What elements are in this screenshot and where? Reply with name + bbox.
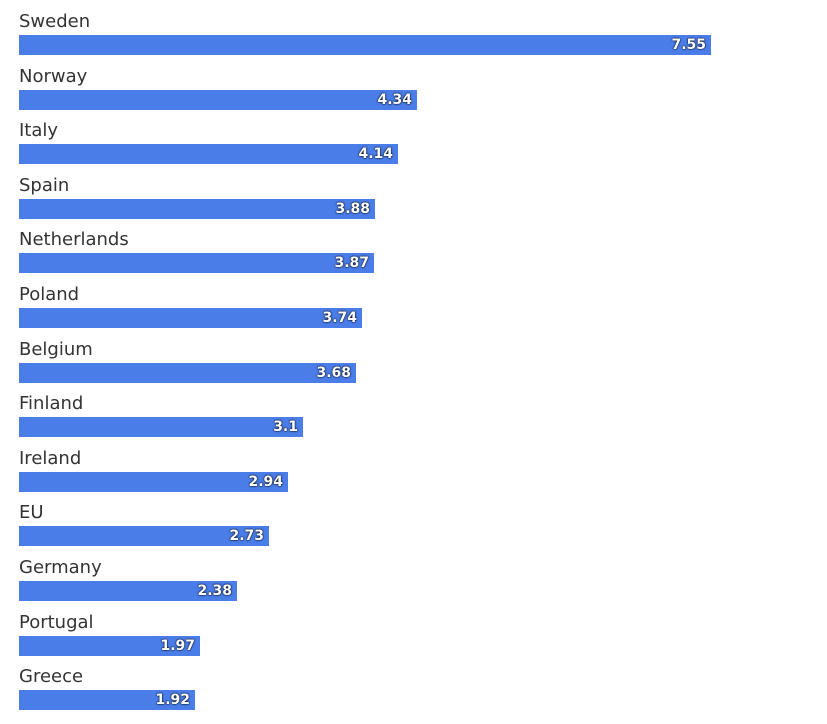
data-label: 3.1 bbox=[273, 419, 298, 436]
category-label: Ireland bbox=[19, 447, 82, 469]
bar: 7.55 bbox=[19, 35, 711, 55]
category-label: Greece bbox=[19, 666, 84, 688]
category-label: Portugal bbox=[19, 611, 94, 633]
data-label: 3.68 bbox=[316, 364, 351, 381]
category-label: EU bbox=[19, 502, 44, 524]
bar: 1.97 bbox=[19, 635, 200, 656]
category-label: Finland bbox=[19, 393, 84, 415]
data-label: 2.73 bbox=[229, 528, 264, 545]
bar: 4.14 bbox=[19, 144, 398, 165]
category-label: Sweden bbox=[19, 11, 91, 32]
category-label: Spain bbox=[19, 174, 70, 196]
data-label: 3.88 bbox=[335, 200, 370, 217]
bar: 2.73 bbox=[19, 526, 269, 547]
data-label: 3.74 bbox=[322, 310, 357, 326]
category-label: Belgium bbox=[19, 338, 93, 360]
category-label: Netherlands bbox=[19, 229, 129, 251]
data-label: 2.94 bbox=[248, 473, 283, 490]
data-label: 1.92 bbox=[155, 692, 190, 709]
data-label: 7.55 bbox=[671, 37, 706, 53]
bar: 3.1 bbox=[19, 417, 303, 438]
data-label: 4.14 bbox=[358, 146, 393, 163]
bar: 3.88 bbox=[19, 198, 375, 219]
bar: 4.34 bbox=[19, 89, 417, 110]
bar: 2.94 bbox=[19, 471, 288, 492]
data-label: 3.87 bbox=[334, 255, 369, 272]
category-label: Italy bbox=[19, 120, 59, 142]
bar: 3.74 bbox=[19, 308, 362, 328]
bar: 1.92 bbox=[19, 690, 195, 711]
category-label: Poland bbox=[19, 284, 80, 305]
category-label: Norway bbox=[19, 65, 88, 87]
bar: 2.38 bbox=[19, 581, 237, 601]
bar: 3.68 bbox=[19, 362, 356, 383]
data-label: 2.38 bbox=[197, 583, 232, 599]
data-label: 4.34 bbox=[377, 91, 412, 108]
data-label: 1.97 bbox=[160, 637, 195, 654]
bar: 3.87 bbox=[19, 253, 374, 274]
category-label: Germany bbox=[19, 557, 102, 578]
